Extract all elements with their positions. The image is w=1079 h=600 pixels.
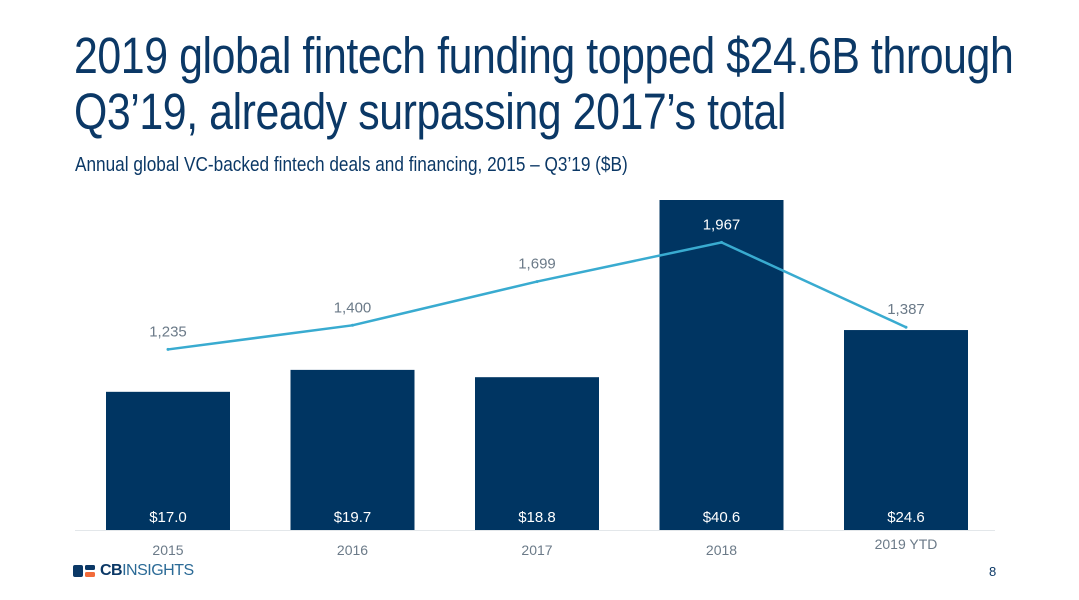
page-number: 8 bbox=[989, 564, 997, 579]
bar-2018 bbox=[659, 200, 784, 530]
bar-value-label: $17.0 bbox=[149, 509, 187, 526]
x-tick-label: 2016 bbox=[337, 542, 368, 558]
logo-text-bold: CB bbox=[100, 562, 123, 579]
deals-point bbox=[720, 240, 723, 244]
logo-mark-icon bbox=[73, 565, 95, 577]
deals-value-label: 1,235 bbox=[149, 323, 187, 340]
x-tick-label: 2017 bbox=[521, 542, 552, 558]
bar-value-label: $19.7 bbox=[334, 509, 372, 526]
bar-2015 bbox=[106, 391, 230, 530]
bar-value-label: $18.8 bbox=[518, 509, 556, 526]
deals-point bbox=[351, 323, 354, 327]
bar-2017 bbox=[475, 377, 599, 530]
chart-subtitle: Annual global VC-backed fintech deals an… bbox=[75, 154, 628, 176]
bar-2019-YTD bbox=[844, 330, 968, 530]
bar-value-label: $40.6 bbox=[703, 509, 741, 526]
deals-point bbox=[166, 347, 170, 351]
deals-value-label: 1,699 bbox=[518, 256, 556, 273]
deals-value-label: 1,387 bbox=[887, 301, 925, 318]
bar-2016 bbox=[290, 369, 415, 530]
title-line-1: 2019 global fintech funding topped $24.6… bbox=[74, 27, 1014, 84]
deals-value-label: 1,400 bbox=[334, 299, 372, 316]
deals-point bbox=[904, 325, 908, 329]
title-line-2: Q3’19, already surpassing 2017’s total bbox=[74, 83, 786, 140]
x-tick-label: 2019 YTD bbox=[875, 536, 938, 552]
x-tick-label: 2015 bbox=[152, 542, 183, 558]
cb-insights-logo: CBINSIGHTS bbox=[73, 562, 194, 580]
page-title: 2019 global fintech funding topped $24.6… bbox=[74, 27, 1014, 140]
x-tick-label: 2018 bbox=[706, 542, 737, 558]
deals-value-label: 1,967 bbox=[703, 216, 741, 233]
bar-value-label: $24.6 bbox=[887, 509, 925, 526]
deals-point bbox=[535, 280, 539, 284]
logo-text-thin: INSIGHTS bbox=[122, 562, 194, 579]
